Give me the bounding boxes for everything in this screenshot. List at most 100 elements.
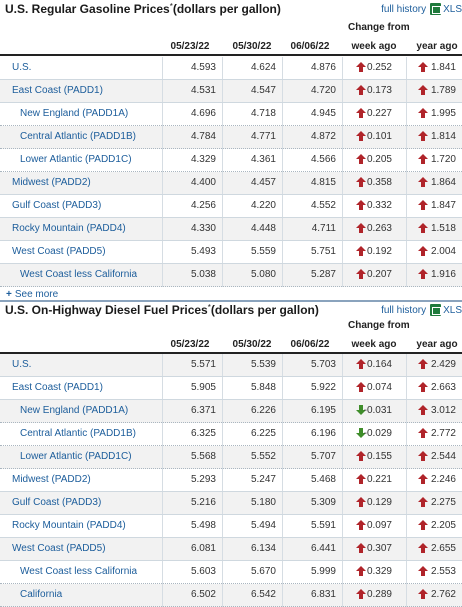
column-separator — [282, 515, 283, 538]
row-divider — [0, 491, 462, 492]
region-link[interactable]: Lower Atlantic (PADD1C) — [20, 451, 132, 462]
price-value: 4.711 — [311, 223, 336, 234]
column-separator — [406, 377, 407, 400]
price-value: 5.468 — [310, 474, 336, 485]
see-more-label[interactable]: See more — [14, 289, 59, 300]
table-row: New England (PADD1A) 4.696 4.718 4.945 0.227… — [0, 103, 462, 126]
row-divider — [0, 422, 462, 423]
arrow-up-icon — [418, 566, 428, 577]
column-separator — [406, 354, 407, 377]
region-link[interactable]: Gulf Coast (PADD3) — [12, 497, 102, 508]
price-value: 4.256 — [190, 200, 216, 211]
row-divider — [0, 286, 462, 287]
arrow-up-icon — [418, 428, 428, 439]
region-link[interactable]: U.S. — [12, 62, 32, 73]
region-link[interactable]: Midwest (PADD2) — [12, 177, 91, 188]
row-divider — [0, 399, 462, 400]
region-link[interactable]: New England (PADD1A) — [20, 108, 129, 119]
price-value: 5.603 — [190, 566, 216, 577]
column-separator — [162, 195, 163, 218]
arrow-up-icon — [418, 589, 428, 600]
column-separator — [406, 126, 407, 149]
column-separator — [282, 195, 283, 218]
year-change-value: 2.275 — [430, 497, 456, 508]
price-value: 5.559 — [250, 246, 276, 257]
region-link[interactable]: East Coast (PADD1) — [12, 382, 103, 393]
region-link[interactable]: Central Atlantic (PADD1B) — [20, 428, 136, 439]
column-separator — [406, 241, 407, 264]
column-separator — [282, 492, 283, 515]
price-value: 6.325 — [190, 428, 216, 439]
column-separator — [406, 538, 407, 561]
price-value: 5.571 — [190, 359, 216, 370]
region-link[interactable]: Lower Atlantic (PADD1C) — [20, 154, 132, 165]
column-separator — [162, 515, 163, 538]
week-change-value: 0.129 — [366, 497, 392, 508]
column-separator — [406, 172, 407, 195]
year-change-value: 1.518 — [430, 223, 456, 234]
row-divider — [0, 102, 462, 103]
column-separator — [342, 492, 343, 515]
table-row: Rocky Mountain (PADD4) 4.330 4.448 4.711 0.2… — [0, 218, 462, 241]
region-link[interactable]: West Coast (PADD5) — [12, 246, 106, 257]
column-separator — [162, 446, 163, 469]
table-row: West Coast (PADD5) 6.081 6.134 6.441 0.307 2.… — [0, 538, 462, 561]
plus-icon[interactable]: + — [6, 289, 12, 300]
arrow-up-icon — [356, 269, 366, 280]
week-change-value: 0.074 — [366, 382, 392, 393]
region-link[interactable]: Rocky Mountain (PADD4) — [12, 520, 126, 531]
column-separator — [342, 354, 343, 377]
diesel-col-date2: 05/30/22 — [232, 339, 272, 350]
column-separator — [282, 80, 283, 103]
year-change-value: 2.772 — [430, 428, 456, 439]
gasoline-full-history[interactable]: full history XLS — [381, 3, 462, 15]
column-separator — [282, 561, 283, 584]
row-divider — [0, 148, 462, 149]
week-change-value: -0.029 — [363, 428, 392, 439]
column-separator — [282, 469, 283, 492]
row-divider — [0, 240, 462, 241]
region-link[interactable]: East Coast (PADD1) — [12, 85, 103, 96]
price-value: 5.707 — [310, 451, 336, 462]
region-link[interactable]: Midwest (PADD2) — [12, 474, 91, 485]
price-value: 5.999 — [310, 566, 336, 577]
column-separator — [222, 400, 223, 423]
region-link[interactable]: Gulf Coast (PADD3) — [12, 200, 102, 211]
week-change-value: 0.329 — [366, 566, 392, 577]
arrow-up-icon — [356, 451, 366, 462]
region-link[interactable]: U.S. — [12, 359, 32, 370]
column-separator — [342, 423, 343, 446]
region-link[interactable]: New England (PADD1A) — [20, 405, 129, 416]
diesel-full-history-link[interactable]: full history — [381, 304, 427, 316]
column-separator — [406, 195, 407, 218]
column-separator — [342, 195, 343, 218]
region-link[interactable]: California — [20, 589, 63, 600]
excel-icon[interactable] — [430, 3, 442, 15]
column-separator — [222, 515, 223, 538]
excel-icon[interactable] — [430, 304, 442, 316]
gasoline-xls-link[interactable]: XLS — [443, 3, 462, 15]
column-separator — [222, 446, 223, 469]
column-separator — [162, 241, 163, 264]
price-value: 4.361 — [250, 154, 276, 165]
row-divider — [0, 376, 462, 377]
column-separator — [222, 423, 223, 446]
gasoline-full-history-link[interactable]: full history — [381, 3, 427, 15]
column-separator — [342, 80, 343, 103]
column-separator — [282, 57, 283, 80]
column-separator — [162, 126, 163, 149]
year-change-value: 1.814 — [430, 131, 456, 142]
column-separator — [406, 515, 407, 538]
diesel-xls-link[interactable]: XLS — [443, 304, 462, 316]
region-link[interactable]: West Coast less California — [20, 566, 138, 577]
row-divider — [0, 194, 462, 195]
region-link[interactable]: Rocky Mountain (PADD4) — [12, 223, 126, 234]
region-link[interactable]: West Coast less California — [20, 269, 138, 280]
column-separator — [282, 354, 283, 377]
region-link[interactable]: West Coast (PADD5) — [12, 543, 106, 554]
region-link[interactable]: Central Atlantic (PADD1B) — [20, 131, 136, 142]
diesel-change-from: Change from — [348, 320, 410, 331]
see-more-link[interactable]: + See more — [6, 289, 58, 300]
table-row: East Coast (PADD1) 5.905 5.848 5.922 0.074 2.… — [0, 377, 462, 400]
diesel-full-history[interactable]: full history XLS — [381, 304, 462, 316]
